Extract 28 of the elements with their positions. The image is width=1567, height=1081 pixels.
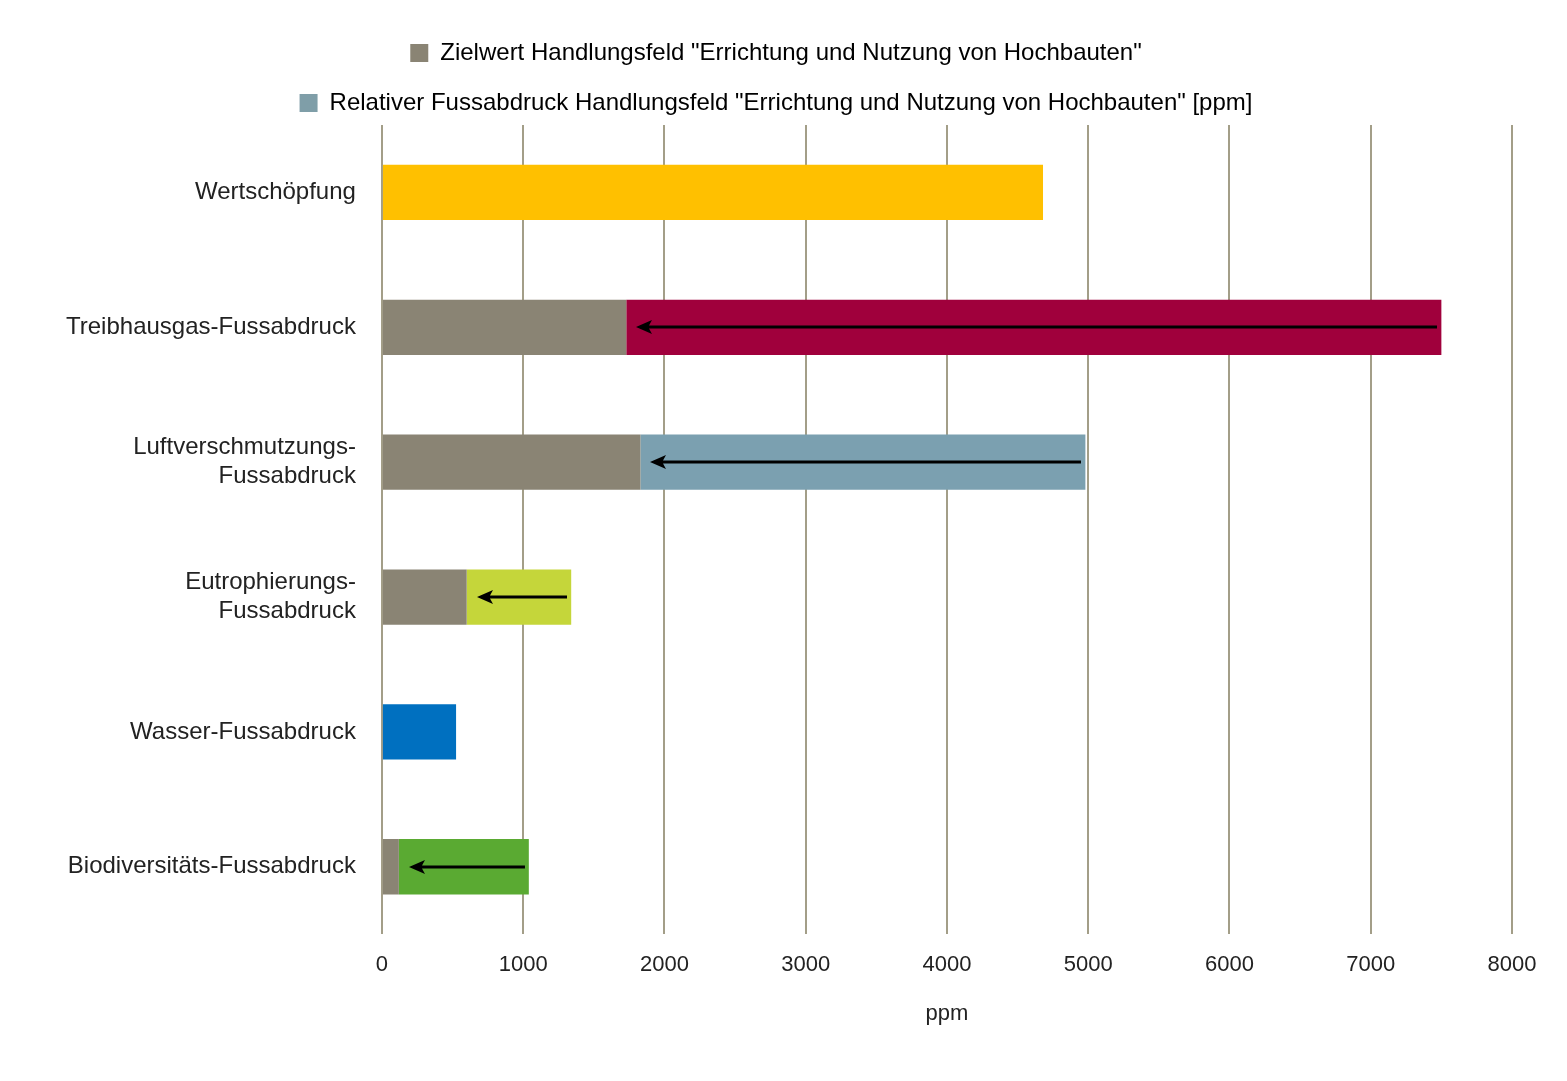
x-tick-label: 4000 [922,951,972,977]
x-axis-title: ppm [925,999,969,1025]
y-tick-label: Biodiversitäts-Fussabdruck [67,851,357,879]
x-tick-label: 0 [375,951,389,977]
bar [466,569,572,625]
bar [382,839,399,895]
x-tick-label: 7000 [1346,951,1396,977]
y-tick-label: Treibhausgas-Fussabdruck [65,311,357,339]
bar [640,434,1086,490]
bar [382,704,457,760]
bar [382,434,641,490]
y-tick-label: Eutrophierungs- Fussabdruck [185,567,357,624]
bar [382,164,1044,221]
y-tick-label: Wertschöpfung [194,177,356,205]
y-tick-label: Wasser-Fussabdruck [130,716,357,744]
x-tick-label: 6000 [1205,951,1254,977]
x-tick-label: 5000 [1063,951,1113,977]
x-tick-label: 2000 [639,951,689,977]
y-tick-label: Luftverschmutzungs- Fussabdruck [133,432,357,489]
x-tick-label: 1000 [498,951,548,977]
bar [382,299,627,355]
legend-label: Zielwert Handlungsfeld "Errichtung und Nutzung von Hochbauten" [440,37,1142,65]
x-tick-label: 8000 [1487,951,1537,977]
bar [382,569,467,625]
bar [626,299,1442,355]
x-tick-label: 3000 [781,951,831,977]
legend-label: Relativer Fussabdruck Handlungsfeld "Errichtung und Nutzung von Hochbauten" [ppm] [329,87,1253,115]
bar [398,839,529,895]
